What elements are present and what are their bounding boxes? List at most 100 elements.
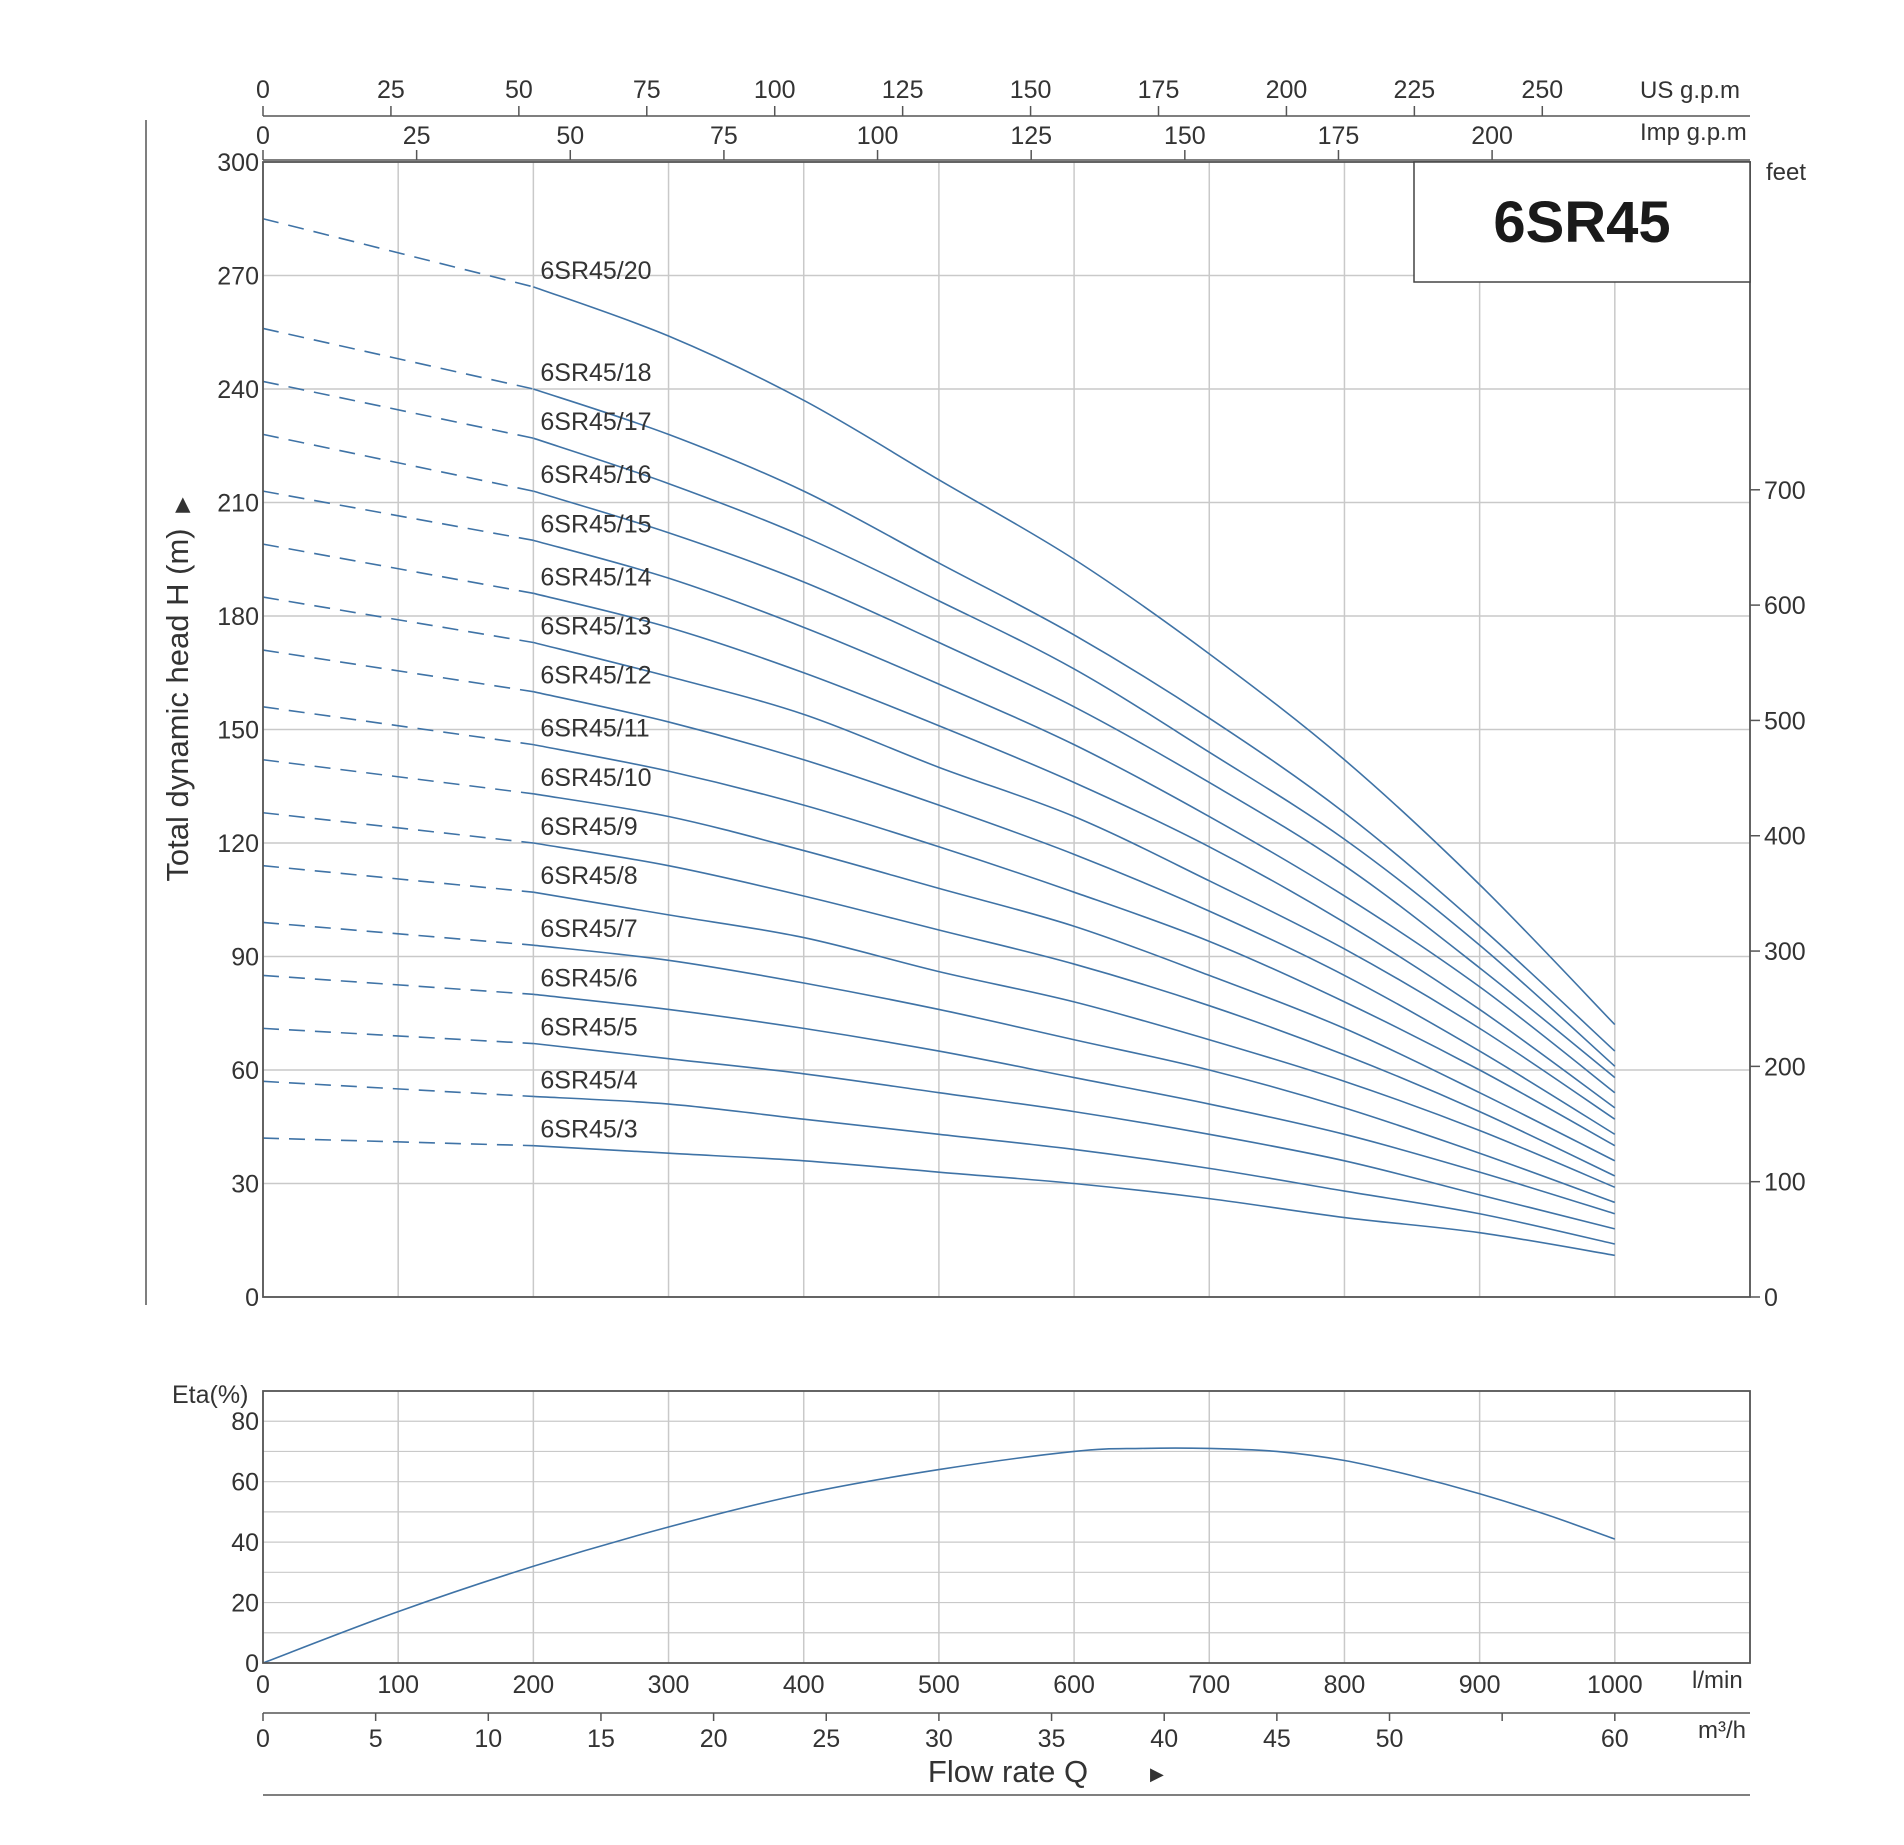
head-plot-frame xyxy=(262,161,1751,1298)
lmin-tick-label: 600 xyxy=(1053,1671,1095,1699)
m3h-tick-label: 45 xyxy=(1263,1725,1291,1753)
head-curve xyxy=(533,1095,1615,1245)
curve-label: 6SR45/11 xyxy=(540,715,649,743)
head-curve xyxy=(533,743,1616,1147)
lmin-tick-label: 1000 xyxy=(1587,1671,1643,1699)
m3h-tick-label: 60 xyxy=(1601,1725,1629,1753)
eta-tick-label: 60 xyxy=(231,1469,259,1497)
us-gpm-tick-label: 225 xyxy=(1394,76,1436,104)
m3h-tick-label: 20 xyxy=(700,1725,728,1753)
eta-tick-label: 40 xyxy=(231,1529,259,1557)
head-curves xyxy=(262,217,1616,1257)
imp-gpm-tick-label: 25 xyxy=(403,122,431,150)
head-curve-dashed xyxy=(262,974,534,996)
eta-tick-label: 0 xyxy=(245,1650,259,1678)
chart-axes xyxy=(262,106,1760,1721)
eta-tick-label: 20 xyxy=(231,1590,259,1618)
chart-labels: 0306090120150180210240270300010020030040… xyxy=(217,76,1805,1753)
lmin-tick-label: 900 xyxy=(1459,1671,1501,1699)
curve-label: 6SR45/15 xyxy=(540,510,651,538)
m3h-tick-label: 5 xyxy=(369,1725,383,1753)
curve-label: 6SR45/5 xyxy=(540,1014,637,1042)
m3h-unit: m³/h xyxy=(1698,1717,1746,1744)
imp-gpm-tick-label: 50 xyxy=(556,122,584,150)
head-curve-dashed xyxy=(262,811,534,844)
imp-gpm-tick-label: 75 xyxy=(710,122,738,150)
curve-label: 6SR45/12 xyxy=(540,662,651,690)
y-tick-label: 150 xyxy=(217,717,259,745)
head-curve-dashed xyxy=(262,921,534,946)
m3h-tick-label: 40 xyxy=(1150,1725,1178,1753)
m3h-tick-label: 35 xyxy=(1038,1725,1066,1753)
feet-unit: feet xyxy=(1766,159,1806,186)
imp-gpm-tick-label: 100 xyxy=(857,122,899,150)
y-tick-label: 120 xyxy=(217,830,259,858)
y-axis-title: Total dynamic head H (m) xyxy=(160,528,195,881)
head-curve-dashed xyxy=(262,1137,534,1147)
y-tick-label: 270 xyxy=(217,263,259,291)
curve-label: 6SR45/20 xyxy=(540,257,651,285)
lmin-unit: l/min xyxy=(1692,1667,1743,1694)
eta-plot-frame xyxy=(262,1390,1751,1664)
lmin-tick-label: 500 xyxy=(918,1671,960,1699)
us-gpm-tick-label: 175 xyxy=(1138,76,1180,104)
feet-tick-label: 0 xyxy=(1764,1284,1778,1312)
y-tick-label: 0 xyxy=(245,1284,259,1312)
lmin-tick-label: 800 xyxy=(1324,1671,1366,1699)
feet-tick-label: 300 xyxy=(1764,938,1806,966)
head-curve xyxy=(533,388,1616,1052)
y-tick-label: 30 xyxy=(231,1171,259,1199)
lmin-tick-label: 200 xyxy=(513,1671,555,1699)
head-curve-dashed xyxy=(262,1080,534,1098)
head-curve-dashed xyxy=(262,596,534,644)
y-tick-label: 90 xyxy=(231,944,259,972)
imp-gpm-tick-label: 125 xyxy=(1010,122,1052,150)
lmin-tick-label: 300 xyxy=(648,1671,690,1699)
us-gpm-tick-label: 25 xyxy=(377,76,405,104)
head-curve-dashed xyxy=(262,543,534,595)
head-curve xyxy=(533,490,1616,1079)
head-curve-dashed xyxy=(262,327,534,390)
head-curve-dashed xyxy=(262,649,534,693)
head-curve xyxy=(533,944,1616,1204)
efficiency-chart-grid xyxy=(262,1390,1751,1664)
head-curve-dashed xyxy=(262,217,534,288)
m3h-tick-label: 10 xyxy=(474,1725,502,1753)
us-gpm-tick-label: 75 xyxy=(633,76,661,104)
lmin-tick-label: 400 xyxy=(783,1671,825,1699)
efficiency-curve xyxy=(262,1447,1616,1664)
y-tick-label: 210 xyxy=(217,490,259,518)
us-gpm-tick-label: 100 xyxy=(754,76,796,104)
m3h-tick-label: 15 xyxy=(587,1725,615,1753)
m3h-tick-label: 50 xyxy=(1376,1725,1404,1753)
head-curve-dashed xyxy=(262,380,534,439)
feet-tick-label: 200 xyxy=(1764,1053,1806,1081)
curve-label: 6SR45/8 xyxy=(540,862,637,890)
head-curve-dashed xyxy=(262,864,534,893)
x-axis-arrow-icon: ▶ xyxy=(1150,1764,1164,1784)
curve-label: 6SR45/3 xyxy=(540,1116,637,1144)
us-gpm-tick-label: 125 xyxy=(882,76,924,104)
feet-tick-label: 400 xyxy=(1764,823,1806,851)
head-curve xyxy=(533,286,1616,1026)
imp-gpm-tick-label: 150 xyxy=(1164,122,1206,150)
feet-tick-label: 100 xyxy=(1764,1169,1806,1197)
model-label: 6SR45 xyxy=(1493,190,1670,255)
feet-tick-label: 600 xyxy=(1764,592,1806,620)
head-curve-dashed xyxy=(262,758,534,795)
curve-label: 6SR45/13 xyxy=(540,612,651,640)
lmin-tick-label: 700 xyxy=(1188,1671,1230,1699)
head-curve-dashed xyxy=(262,706,534,746)
lmin-tick-label: 0 xyxy=(256,1671,270,1699)
y-tick-label: 180 xyxy=(217,603,259,631)
curve-label: 6SR45/16 xyxy=(540,461,651,489)
head-curve xyxy=(533,539,1616,1094)
y-tick-label: 240 xyxy=(217,376,259,404)
imp-gpm-tick-label: 175 xyxy=(1318,122,1360,150)
feet-tick-label: 700 xyxy=(1764,477,1806,505)
head-curve-dashed xyxy=(262,1027,534,1045)
head-curve xyxy=(533,641,1616,1120)
head-curve xyxy=(533,891,1616,1189)
us-gpm-tick-label: 250 xyxy=(1521,76,1563,104)
head-curve xyxy=(533,1042,1616,1230)
